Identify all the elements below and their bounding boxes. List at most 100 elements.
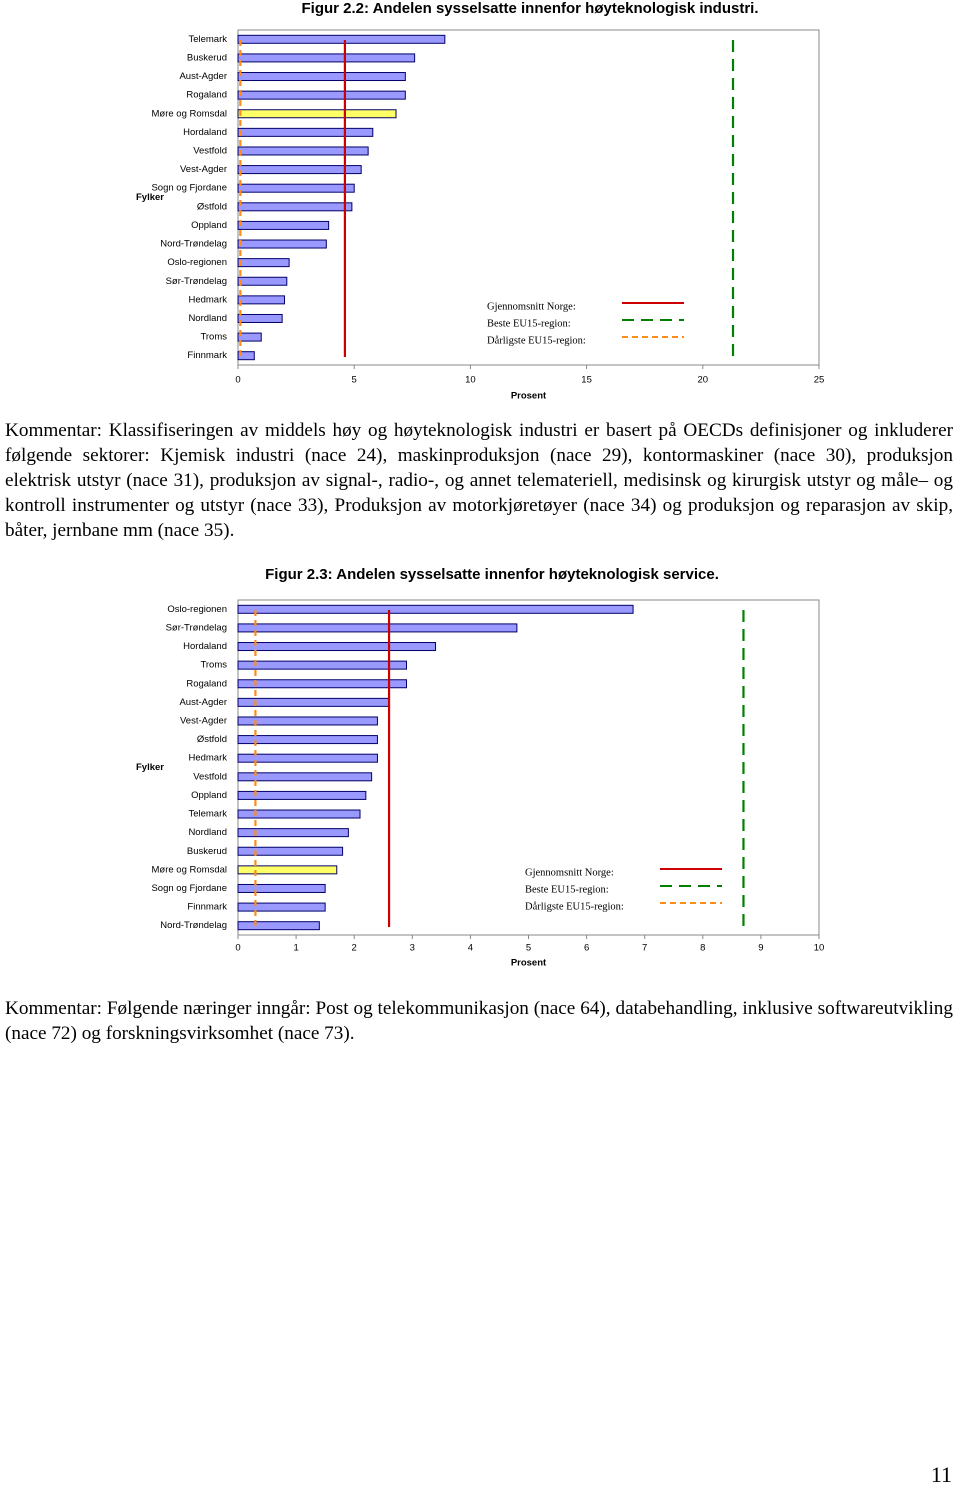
x-tick-label: 6 <box>584 943 589 954</box>
legend-label: Gjennomsnitt Norge: <box>487 301 576 312</box>
y-tick-label: Finnmark <box>187 902 227 913</box>
bar <box>237 921 320 931</box>
y-tick-label: Aust-Agder <box>179 697 227 708</box>
x-tick-label: 25 <box>814 375 825 386</box>
x-tick-label: 5 <box>526 943 531 954</box>
bar <box>237 165 362 175</box>
bar <box>237 295 285 305</box>
y-tick-label: Telemark <box>188 34 227 45</box>
bar <box>237 660 407 670</box>
y-tick-label: Troms <box>200 660 227 671</box>
x-tick-label: 10 <box>814 943 825 954</box>
bar <box>237 276 288 286</box>
y-tick-label: Rogaland <box>186 90 227 101</box>
y-tick-label: Vest-Agder <box>180 164 227 175</box>
bar <box>237 846 344 856</box>
y-tick-label: Telemark <box>188 809 227 820</box>
comment: Kommentar: Følgende næringer inngår: Pos… <box>5 998 953 1044</box>
legend-label: Beste EU15-region: <box>487 318 571 329</box>
x-tick-label: 4 <box>468 943 473 954</box>
bar <box>237 828 349 838</box>
bar <box>237 146 369 156</box>
y-tick-label: Aust-Agder <box>179 71 227 82</box>
bar <box>237 313 283 323</box>
x-tick-label: 7 <box>642 943 647 954</box>
y-tick-label: Sør-Trøndelag <box>166 622 227 633</box>
comment: Kommentar: Klassifiseringen av middels h… <box>5 420 953 541</box>
bar <box>237 183 355 193</box>
y-tick-label: Vestfold <box>193 771 227 782</box>
bar <box>237 258 290 268</box>
bar <box>237 604 634 614</box>
y-tick-label: Finnmark <box>187 350 227 361</box>
x-tick-label: 10 <box>465 375 476 386</box>
bar <box>237 34 446 44</box>
plot-frame <box>237 29 820 366</box>
bar <box>237 239 327 249</box>
legend-label: Beste EU15-region: <box>525 884 609 895</box>
x-tick-label: 8 <box>700 943 705 954</box>
x-tick-label: 2 <box>352 943 357 954</box>
page-number: 11 <box>930 1462 952 1487</box>
bar <box>237 865 338 875</box>
y-tick-label: Oslo-regionen <box>167 257 227 268</box>
x-tick-label: 20 <box>698 375 709 386</box>
bar <box>237 679 407 689</box>
legend-label: Gjennomsnitt Norge: <box>525 867 614 878</box>
bar <box>237 716 378 726</box>
y-tick-label: Østfold <box>197 734 227 745</box>
chart-title: Figur 2.2: Andelen sysselsatte innenfor … <box>301 0 758 17</box>
bar <box>237 623 518 633</box>
bar <box>237 90 406 100</box>
y-tick-label: Hedmark <box>188 294 227 305</box>
y-tick-label: Hordaland <box>183 641 227 652</box>
bar <box>237 72 406 82</box>
y-tick-label: Vestfold <box>193 145 227 156</box>
bar <box>237 790 367 800</box>
x-tick-label: 9 <box>758 943 763 954</box>
x-axis-label: Prosent <box>511 958 547 969</box>
bar <box>237 883 326 893</box>
y-tick-label: Sør-Trøndelag <box>166 276 227 287</box>
bar <box>237 642 437 652</box>
y-tick-label: Oppland <box>191 790 227 801</box>
y-tick-label: Vest-Agder <box>180 715 227 726</box>
x-tick-label: 15 <box>581 375 592 386</box>
y-tick-label: Nordland <box>188 827 227 838</box>
y-tick-label: Møre og Romsdal <box>152 864 228 875</box>
bar <box>237 53 416 63</box>
x-axis-label: Prosent <box>511 391 547 402</box>
y-tick-label: Sogn og Fjordane <box>151 883 227 894</box>
x-tick-label: 5 <box>352 375 357 386</box>
y-tick-label: Hedmark <box>188 753 227 764</box>
bar <box>237 127 374 137</box>
y-tick-label: Nordland <box>188 313 227 324</box>
y-tick-label: Nord-Trøndelag <box>160 239 227 250</box>
x-tick-label: 1 <box>293 943 298 954</box>
y-tick-label: Østfold <box>197 201 227 212</box>
legend-label: Dårligste EU15-region: <box>487 335 586 346</box>
bar <box>237 772 373 782</box>
bar <box>237 332 262 342</box>
y-tick-label: Buskerud <box>187 52 227 63</box>
x-tick-label: 0 <box>235 943 240 954</box>
x-tick-label: 0 <box>235 375 240 386</box>
bar <box>237 109 397 119</box>
y-tick-label: Troms <box>200 332 227 343</box>
bar <box>237 220 330 230</box>
y-axis-label: Fylker <box>136 192 164 203</box>
bar <box>237 351 255 361</box>
legend-label: Dårligste EU15-region: <box>525 901 624 912</box>
bar <box>237 735 378 745</box>
chart-title: Figur 2.3: Andelen sysselsatte innenfor … <box>265 566 719 583</box>
y-tick-label: Nord-Trøndelag <box>160 920 227 931</box>
bar <box>237 902 326 912</box>
y-tick-label: Hordaland <box>183 127 227 138</box>
x-tick-label: 3 <box>410 943 415 954</box>
bar <box>237 809 361 819</box>
bar <box>237 202 353 212</box>
y-axis-label: Fylker <box>136 762 164 773</box>
bar <box>237 753 378 763</box>
